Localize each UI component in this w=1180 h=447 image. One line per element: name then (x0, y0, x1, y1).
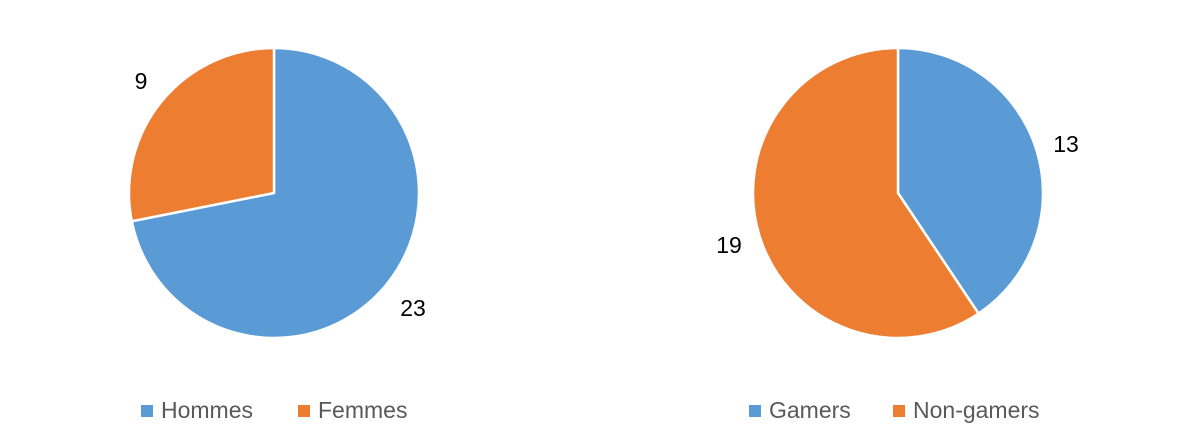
legend-label-gamers: Gamers (769, 397, 851, 423)
gamers-legend: Gamers Non-gamers (749, 397, 1040, 423)
gender-pie-chart: 23 9 Hommes Femmes (127, 46, 426, 423)
legend-swatch-femmes (298, 405, 310, 417)
gender-pie-slices (127, 46, 421, 340)
slice-label-femmes: 9 (135, 68, 148, 94)
legend-swatch-hommes (141, 405, 153, 417)
pie-slice-hommes (130, 46, 421, 340)
gender-legend: Hommes Femmes (141, 397, 407, 423)
pie-slice-non-gamers (751, 46, 980, 340)
slice-label-non-gamers: 19 (716, 232, 742, 258)
gamers-pie-slices (751, 46, 1045, 340)
legend-label-femmes: Femmes (318, 397, 407, 423)
slice-label-hommes: 23 (400, 295, 426, 321)
legend-label-hommes: Hommes (161, 397, 253, 423)
pie-slice-femmes (127, 46, 276, 223)
slice-label-gamers: 13 (1053, 131, 1079, 157)
gamers-pie-chart: 13 19 Gamers Non-gamers (716, 46, 1079, 423)
legend-swatch-non-gamers (893, 405, 905, 417)
legend-swatch-gamers (749, 405, 761, 417)
legend-label-non-gamers: Non-gamers (913, 397, 1040, 423)
